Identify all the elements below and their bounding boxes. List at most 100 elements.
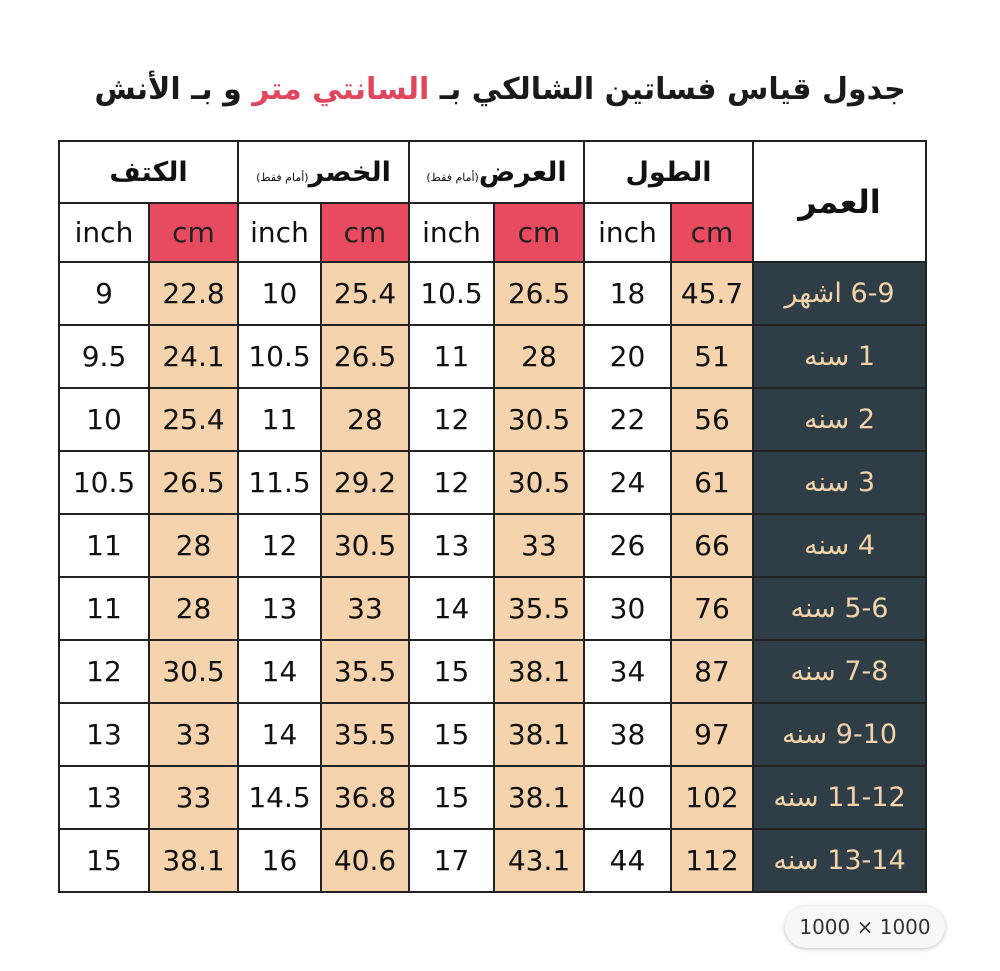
age-label: 5-6 سنه — [752, 576, 927, 641]
cm-value: 45.7 — [670, 261, 754, 326]
data-row: 11 28 13 33 14 35.5 30 76 5-6 سنه — [58, 576, 927, 641]
title-text: جدول قياس فساتين الشالكي بـ — [439, 72, 906, 107]
cm-value: 97 — [670, 702, 754, 767]
cm-value: 38.1 — [148, 828, 239, 893]
cm-value: 38.1 — [493, 639, 585, 704]
unit-cm: cm — [320, 202, 410, 263]
inch-value: 14.5 — [237, 765, 322, 830]
group-label: العرض — [478, 156, 567, 188]
data-row: 9.5 24.1 10.5 26.5 11 28 20 51 1 سنه — [58, 324, 927, 389]
inch-value: 12 — [58, 639, 150, 704]
cm-value: 102 — [670, 765, 754, 830]
cm-value: 51 — [670, 324, 754, 389]
cm-value: 33 — [493, 513, 585, 578]
cm-value: 35.5 — [320, 639, 410, 704]
age-header: العمر — [752, 140, 927, 263]
cm-value: 26.5 — [320, 324, 410, 389]
cm-value: 28 — [148, 513, 239, 578]
cm-value: 87 — [670, 639, 754, 704]
unit-cm: cm — [493, 202, 585, 263]
data-row: 11 28 12 30.5 13 33 26 66 4 سنه — [58, 513, 927, 578]
data-row: 13 33 14.5 36.8 15 38.1 40 102 11-12 سنه — [58, 765, 927, 830]
unit-inch: inch — [408, 202, 495, 263]
group-header: الكتف — [58, 140, 239, 204]
unit-cm: cm — [148, 202, 239, 263]
cm-value: 38.1 — [493, 702, 585, 767]
unit-cm: cm — [670, 202, 754, 263]
cm-value: 28 — [320, 387, 410, 452]
cm-value: 38.1 — [493, 765, 585, 830]
cm-value: 22.8 — [148, 261, 239, 326]
age-label: 4 سنه — [752, 513, 927, 578]
cm-value: 61 — [670, 450, 754, 515]
inch-value: 12 — [408, 387, 495, 452]
age-label: 6-9 اشهر — [752, 261, 927, 326]
inch-value: 10.5 — [58, 450, 150, 515]
title-text: و بـ الأنش — [94, 72, 242, 107]
inch-value: 15 — [408, 639, 495, 704]
inch-value: 9 — [58, 261, 150, 326]
cm-value: 66 — [670, 513, 754, 578]
inch-value: 26 — [583, 513, 672, 578]
cm-value: 35.5 — [493, 576, 585, 641]
inch-value: 34 — [583, 639, 672, 704]
unit-row: inch cm inch cm inch cm inch cm — [58, 202, 926, 263]
inch-value: 10.5 — [237, 324, 322, 389]
title: جدول قياس فساتين الشالكي بـ السانتي متر … — [0, 72, 1000, 107]
group-header: الخصر(أمام فقط) — [237, 140, 410, 204]
inch-value: 11 — [408, 324, 495, 389]
age-label: 2 سنه — [752, 387, 927, 452]
cm-value: 29.2 — [320, 450, 410, 515]
inch-value: 11.5 — [237, 450, 322, 515]
cm-value: 43.1 — [493, 828, 585, 893]
inch-value: 15 — [58, 828, 150, 893]
data-row: 12 30.5 14 35.5 15 38.1 34 87 7-8 سنه — [58, 639, 927, 704]
group-header: العرض(أمام فقط) — [408, 140, 585, 204]
group-label: الطول — [625, 156, 712, 188]
inch-value: 20 — [583, 324, 672, 389]
inch-value: 24 — [583, 450, 672, 515]
cm-value: 33 — [148, 702, 239, 767]
inch-value: 22 — [583, 387, 672, 452]
data-row: 13 33 14 35.5 15 38.1 38 97 9-10 سنه — [58, 702, 927, 767]
age-label: 11-12 سنه — [752, 765, 927, 830]
age-label: 9-10 سنه — [752, 702, 927, 767]
cm-value: 112 — [670, 828, 754, 893]
cm-value: 25.4 — [320, 261, 410, 326]
inch-value: 44 — [583, 828, 672, 893]
inch-value: 14 — [237, 702, 322, 767]
data-row: 15 38.1 16 40.6 17 43.1 44 112 13-14 سنه — [58, 828, 927, 893]
age-label: 3 سنه — [752, 450, 927, 515]
size-badge: 1000 × 1000 — [785, 906, 945, 948]
inch-value: 15 — [408, 702, 495, 767]
inch-value: 12 — [408, 450, 495, 515]
title-highlight: السانتي متر — [252, 72, 430, 107]
cm-value: 33 — [148, 765, 239, 830]
cm-value: 76 — [670, 576, 754, 641]
age-label: 1 سنه — [752, 324, 927, 389]
inch-value: 9.5 — [58, 324, 150, 389]
cm-value: 28 — [148, 576, 239, 641]
group-note: (أمام فقط) — [256, 170, 309, 184]
inch-value: 15 — [408, 765, 495, 830]
group-label: الكتف — [109, 156, 188, 188]
cm-value: 26.5 — [493, 261, 585, 326]
cm-value: 40.6 — [320, 828, 410, 893]
cm-value: 30.5 — [493, 450, 585, 515]
unit-inch: inch — [583, 202, 672, 263]
inch-value: 12 — [237, 513, 322, 578]
data-row: 10.5 26.5 11.5 29.2 12 30.5 24 61 3 سنه — [58, 450, 927, 515]
group-header: الطول — [583, 140, 754, 204]
age-label: 13-14 سنه — [752, 828, 927, 893]
inch-value: 10 — [237, 261, 322, 326]
inch-value: 18 — [583, 261, 672, 326]
cm-value: 36.8 — [320, 765, 410, 830]
cm-value: 35.5 — [320, 702, 410, 767]
unit-inch: inch — [237, 202, 322, 263]
data-row: 10 25.4 11 28 12 30.5 22 56 2 سنه — [58, 387, 927, 452]
age-label: 7-8 سنه — [752, 639, 927, 704]
inch-value: 13 — [237, 576, 322, 641]
cm-value: 56 — [670, 387, 754, 452]
cm-value: 25.4 — [148, 387, 239, 452]
inch-value: 13 — [408, 513, 495, 578]
